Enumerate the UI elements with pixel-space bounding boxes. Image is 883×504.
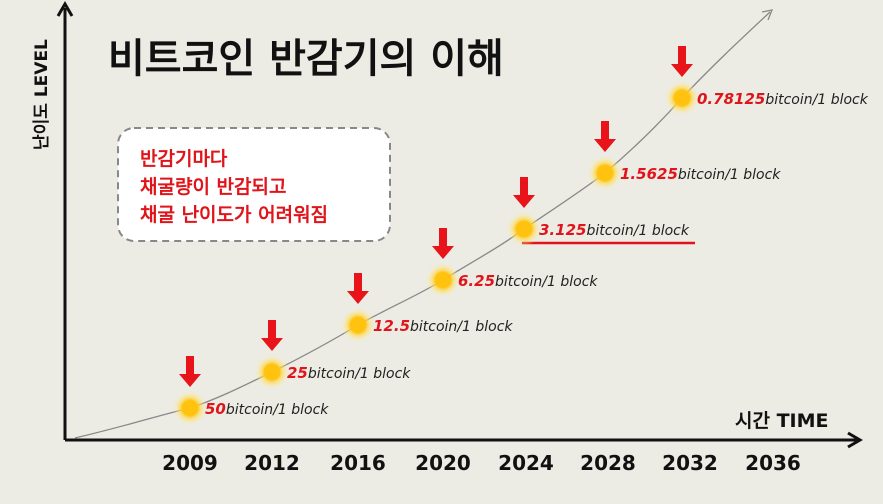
reward-text: 50bitcoin/1 block xyxy=(205,400,329,418)
reward-unit: bitcoin/1 block xyxy=(586,223,689,239)
year-label: 2036 xyxy=(745,451,801,475)
callout-line: 채굴 난이도가 어려워짐 xyxy=(140,204,328,226)
x-axis-label: 시간 TIME xyxy=(735,410,829,432)
reward-value: 50 xyxy=(205,400,226,418)
halving-point xyxy=(665,81,699,115)
reward-text: 6.25bitcoin/1 block xyxy=(458,272,598,290)
red-arrow xyxy=(594,121,616,152)
halving-point xyxy=(255,355,289,389)
reward-value: 1.5625 xyxy=(620,165,678,183)
red-arrow xyxy=(513,177,535,208)
reward-unit: bitcoin/1 block xyxy=(765,92,868,108)
halving-point xyxy=(173,391,207,425)
red-arrow xyxy=(347,273,369,304)
red-arrow xyxy=(671,46,693,77)
year-label: 2024 xyxy=(498,451,554,475)
reward-text: 1.5625bitcoin/1 block xyxy=(620,165,781,183)
red-arrow xyxy=(261,320,283,351)
reward-value: 3.125 xyxy=(539,221,586,239)
y-axis-label: 난이도 LEVEL xyxy=(32,39,52,150)
reward-value: 0.78125 xyxy=(697,90,765,108)
year-label: 2028 xyxy=(580,451,636,475)
halving-point xyxy=(507,212,541,246)
year-label: 2009 xyxy=(162,451,218,475)
halving-point xyxy=(588,156,622,190)
year-label: 2016 xyxy=(330,451,386,475)
x-axis xyxy=(65,431,863,449)
callout-line: 반감기마다 xyxy=(140,148,228,170)
reward-text: 12.5bitcoin/1 block xyxy=(373,317,513,335)
reward-unit: bitcoin/1 block xyxy=(226,402,329,418)
reward-value: 25 xyxy=(287,364,308,382)
y-axis xyxy=(56,1,74,440)
reward-text: 3.125bitcoin/1 block xyxy=(539,221,690,239)
callout-line: 채굴량이 반감되고 xyxy=(140,176,286,198)
year-label: 2020 xyxy=(415,451,471,475)
reward-unit: bitcoin/1 block xyxy=(308,366,411,382)
curve-arrow xyxy=(761,9,774,21)
title: 비트코인 반감기의 이해 xyxy=(108,36,504,82)
reward-value: 12.5 xyxy=(373,317,410,335)
reward-value: 6.25 xyxy=(458,272,495,290)
reward-unit: bitcoin/1 block xyxy=(495,274,598,290)
halving-point xyxy=(426,263,460,297)
red-arrow xyxy=(432,228,454,259)
year-label: 2012 xyxy=(244,451,300,475)
reward-unit: bitcoin/1 block xyxy=(410,319,513,335)
reward-unit: bitcoin/1 block xyxy=(678,167,781,183)
callout-box xyxy=(117,127,391,242)
halving-point xyxy=(341,308,375,342)
reward-text: 25bitcoin/1 block xyxy=(287,364,411,382)
year-label: 2032 xyxy=(662,451,718,475)
red-arrow xyxy=(179,356,201,387)
reward-text: 0.78125bitcoin/1 block xyxy=(697,90,869,108)
